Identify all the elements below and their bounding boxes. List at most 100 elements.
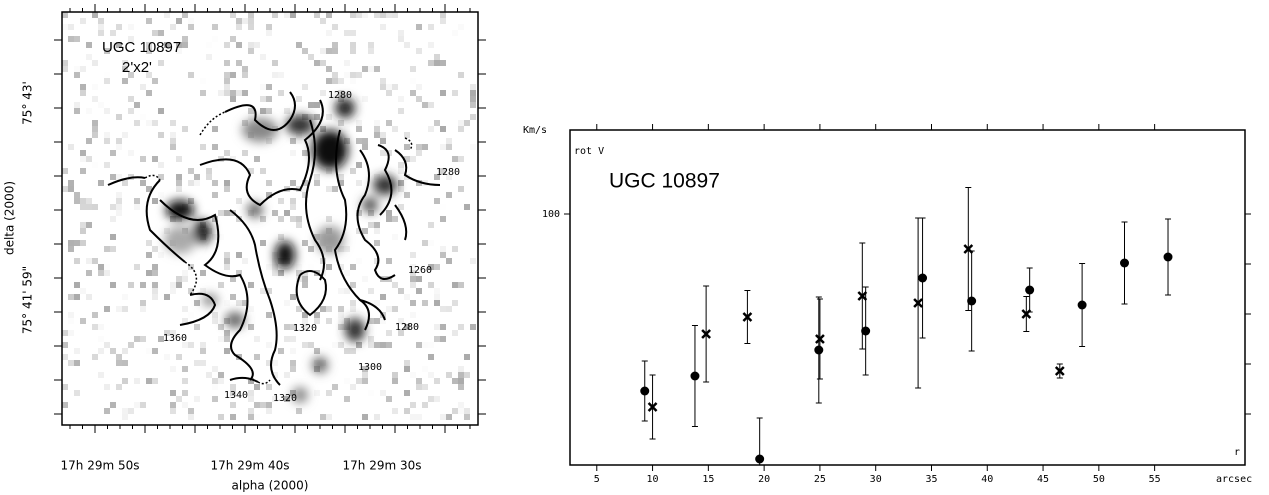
- noise-pixel: [74, 192, 80, 198]
- noise-pixel: [62, 60, 68, 66]
- chart-title: UGC 10897: [609, 170, 720, 193]
- noise-pixel: [374, 240, 380, 246]
- noise-pixel: [74, 258, 80, 264]
- noise-pixel: [338, 264, 344, 270]
- noise-pixel: [224, 150, 230, 156]
- noise-pixel: [230, 36, 236, 42]
- x-axis-label: alpha (2000): [232, 479, 309, 493]
- noise-pixel: [302, 150, 308, 156]
- noise-pixel: [116, 24, 122, 30]
- noise-pixel: [404, 156, 410, 162]
- noise-pixel: [260, 54, 266, 60]
- noise-pixel: [326, 264, 332, 270]
- noise-pixel: [242, 234, 248, 240]
- x-tick-label: 10: [647, 474, 659, 485]
- image-title: UGC 10897: [102, 39, 181, 56]
- y-tick-label: 100: [542, 209, 560, 220]
- point: [967, 296, 977, 306]
- noise-pixel: [392, 372, 398, 378]
- noise-pixel: [458, 384, 464, 390]
- noise-pixel: [272, 72, 278, 78]
- noise-pixel: [182, 36, 188, 42]
- blob: [362, 197, 378, 213]
- point: [690, 371, 700, 381]
- noise-pixel: [158, 192, 164, 198]
- noise-pixel: [440, 336, 446, 342]
- noise-pixel: [170, 24, 176, 30]
- noise-pixel: [224, 60, 230, 66]
- y-tick-label: 75° 41' 59": [21, 266, 35, 334]
- noise-pixel: [428, 42, 434, 48]
- noise-pixel: [308, 102, 314, 108]
- noise-pixel: [224, 72, 230, 78]
- noise-pixel: [68, 294, 74, 300]
- noise-pixel: [398, 180, 404, 186]
- noise-pixel: [380, 342, 386, 348]
- y-axis-label: delta (2000): [3, 181, 17, 255]
- noise-pixel: [98, 348, 104, 354]
- noise-pixel: [74, 72, 80, 78]
- noise-pixel: [398, 330, 404, 336]
- noise-pixel: [116, 354, 122, 360]
- noise-pixel: [188, 342, 194, 348]
- noise-pixel: [428, 264, 434, 270]
- point: [861, 326, 871, 336]
- noise-pixel: [188, 198, 194, 204]
- x-unit: arcsec: [1216, 474, 1252, 485]
- noise-pixel: [398, 318, 404, 324]
- noise-pixel: [266, 288, 272, 294]
- noise-pixel: [116, 360, 122, 366]
- noise-pixel: [62, 186, 68, 192]
- noise-pixel: [326, 318, 332, 324]
- point: [1021, 309, 1032, 319]
- noise-pixel: [458, 120, 464, 126]
- blob: [164, 226, 196, 254]
- noise-pixel: [362, 378, 368, 384]
- noise-pixel: [170, 132, 176, 138]
- noise-pixel: [464, 408, 470, 414]
- noise-pixel: [224, 78, 230, 84]
- noise-pixel: [146, 378, 152, 384]
- noise-pixel: [374, 414, 380, 420]
- noise-pixel: [254, 384, 260, 390]
- noise-pixel: [392, 282, 398, 288]
- noise-pixel: [338, 78, 344, 84]
- noise-pixel: [74, 294, 80, 300]
- noise-pixel: [380, 318, 386, 324]
- noise-pixel: [248, 396, 254, 402]
- noise-pixel: [110, 204, 116, 210]
- noise-pixel: [452, 30, 458, 36]
- noise-pixel: [416, 96, 422, 102]
- noise-pixel: [326, 168, 332, 174]
- noise-pixel: [224, 186, 230, 192]
- noise-pixel: [158, 252, 164, 258]
- noise-pixel: [176, 42, 182, 48]
- scatter-panel: Km/s rot V UGC 10897 r arcsec 5 10 15 20 25 3…: [523, 124, 1252, 485]
- noise-pixel: [374, 258, 380, 264]
- noise-pixel: [212, 378, 218, 384]
- noise-pixel: [92, 126, 98, 132]
- noise-pixel: [446, 372, 452, 378]
- noise-pixel: [92, 324, 98, 330]
- noise-pixel: [410, 78, 416, 84]
- noise-pixel: [356, 138, 362, 144]
- noise-pixel: [152, 30, 158, 36]
- noise-pixel: [212, 396, 218, 402]
- noise-pixel: [188, 414, 194, 420]
- noise-pixel: [434, 324, 440, 330]
- noise-pixel: [416, 342, 422, 348]
- x-tick-label: 45: [1037, 474, 1049, 485]
- noise-pixel: [68, 312, 74, 318]
- noise-pixel: [248, 324, 254, 330]
- noise-pixel: [278, 234, 284, 240]
- noise-pixel: [74, 348, 80, 354]
- noise-pixel: [86, 204, 92, 210]
- point: [742, 312, 753, 322]
- noise-pixel: [182, 276, 188, 282]
- image-blobs: [164, 98, 397, 403]
- noise-pixel: [272, 210, 278, 216]
- noise-pixel: [182, 402, 188, 408]
- noise-pixel: [344, 348, 350, 354]
- noise-pixel: [368, 342, 374, 348]
- y-unit: Km/s: [523, 125, 547, 136]
